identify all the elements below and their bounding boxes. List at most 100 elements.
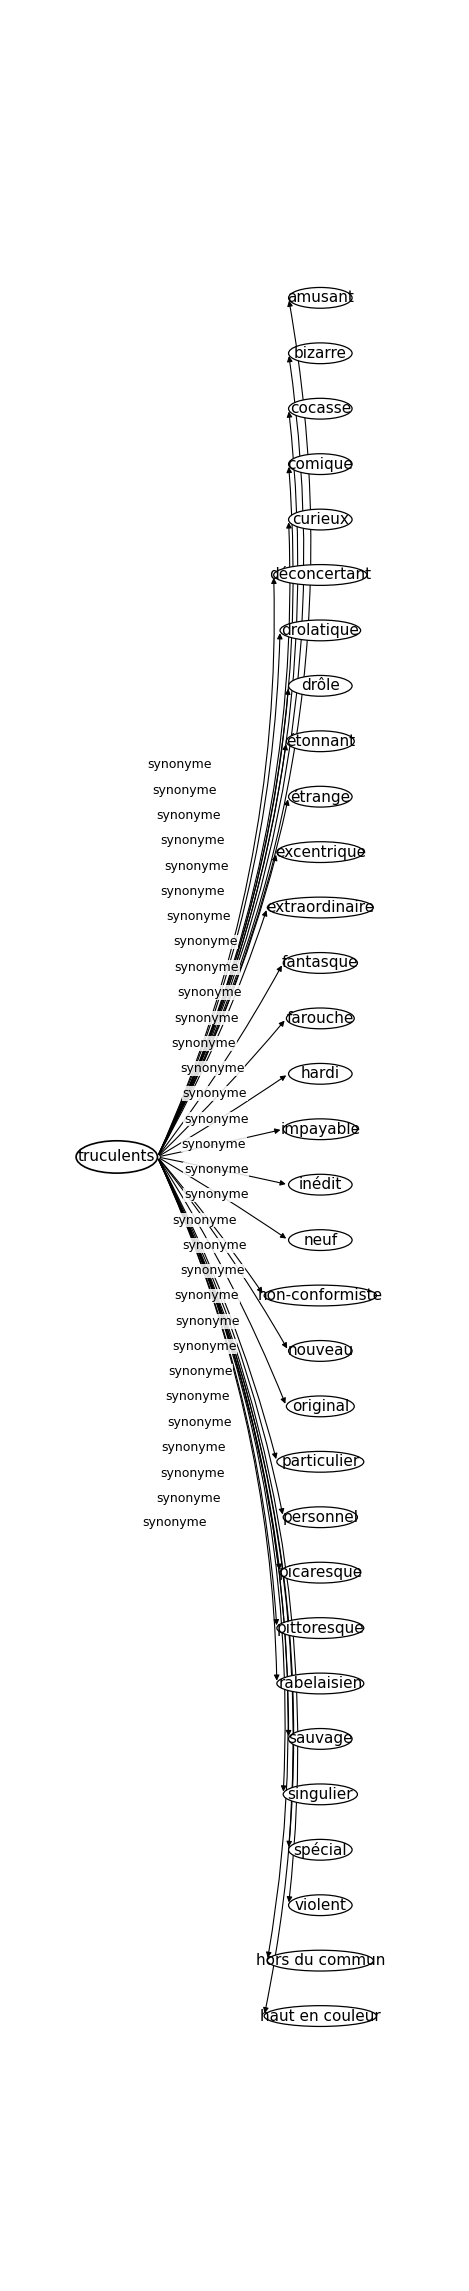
Text: nouveau: nouveau <box>287 1343 353 1359</box>
Ellipse shape <box>288 509 352 529</box>
FancyArrowPatch shape <box>159 580 276 1155</box>
FancyArrowPatch shape <box>159 302 311 1155</box>
Text: excentrique: excentrique <box>275 845 366 859</box>
Text: non-conformiste: non-conformiste <box>258 1288 383 1304</box>
Text: synonyme: synonyme <box>160 834 225 848</box>
Ellipse shape <box>288 1063 352 1084</box>
Text: synonyme: synonyme <box>173 935 238 948</box>
Text: hardi: hardi <box>301 1065 340 1081</box>
Text: drolatique: drolatique <box>281 623 359 637</box>
Text: impayable: impayable <box>280 1123 360 1136</box>
Ellipse shape <box>287 1395 354 1416</box>
Text: personnel: personnel <box>282 1510 358 1526</box>
FancyArrowPatch shape <box>159 967 281 1155</box>
Text: truculents: truculents <box>78 1150 156 1164</box>
FancyArrowPatch shape <box>159 357 304 1155</box>
Text: synonyme: synonyme <box>174 1290 239 1301</box>
Ellipse shape <box>267 1950 373 1970</box>
Text: synonyme: synonyme <box>182 1139 246 1150</box>
FancyArrowPatch shape <box>159 467 293 1155</box>
Text: picaresque: picaresque <box>278 1565 363 1581</box>
FancyArrowPatch shape <box>159 857 277 1155</box>
Ellipse shape <box>267 898 373 919</box>
Ellipse shape <box>288 286 352 309</box>
Text: synonyme: synonyme <box>184 1189 249 1200</box>
Text: synonyme: synonyme <box>152 784 217 797</box>
Text: synonyme: synonyme <box>157 809 221 822</box>
Text: particulier: particulier <box>281 1455 359 1469</box>
FancyArrowPatch shape <box>159 1159 284 1514</box>
Text: synonyme: synonyme <box>182 1088 247 1100</box>
Ellipse shape <box>288 786 352 806</box>
Text: synonyme: synonyme <box>162 1441 226 1455</box>
Ellipse shape <box>288 454 352 474</box>
FancyArrowPatch shape <box>159 912 267 1155</box>
Text: comique: comique <box>287 456 353 472</box>
Text: synonyme: synonyme <box>172 1214 237 1226</box>
Text: synonyme: synonyme <box>172 1340 236 1354</box>
Ellipse shape <box>288 1840 352 1860</box>
FancyArrowPatch shape <box>159 745 287 1155</box>
Ellipse shape <box>288 676 352 696</box>
Ellipse shape <box>277 1617 364 1638</box>
Ellipse shape <box>283 1118 357 1139</box>
FancyArrowPatch shape <box>159 1159 285 1402</box>
Ellipse shape <box>280 621 361 641</box>
FancyArrowPatch shape <box>160 1157 285 1184</box>
FancyArrowPatch shape <box>159 1159 281 1569</box>
FancyArrowPatch shape <box>159 1159 287 1347</box>
FancyArrowPatch shape <box>159 690 290 1155</box>
Text: synonyme: synonyme <box>174 960 239 974</box>
FancyArrowPatch shape <box>159 525 291 1155</box>
Ellipse shape <box>283 1785 357 1805</box>
FancyArrowPatch shape <box>159 1159 279 1679</box>
FancyArrowPatch shape <box>160 1077 285 1155</box>
Text: synonyme: synonyme <box>178 985 242 999</box>
Ellipse shape <box>288 1340 352 1361</box>
Text: synonyme: synonyme <box>165 1391 230 1404</box>
Ellipse shape <box>288 1230 352 1251</box>
Ellipse shape <box>264 1285 377 1306</box>
Ellipse shape <box>274 564 367 586</box>
Text: synonyme: synonyme <box>160 1466 225 1480</box>
Text: déconcertant: déconcertant <box>269 568 371 582</box>
Text: synonyme: synonyme <box>166 910 231 923</box>
Ellipse shape <box>288 1895 352 1915</box>
FancyArrowPatch shape <box>159 1022 284 1155</box>
Text: neuf: neuf <box>303 1233 337 1249</box>
FancyArrowPatch shape <box>159 1159 286 1789</box>
Ellipse shape <box>288 1727 352 1750</box>
Text: étonnant: étonnant <box>286 733 355 749</box>
Text: synonyme: synonyme <box>172 1038 236 1049</box>
Text: bizarre: bizarre <box>294 346 347 360</box>
Text: drôle: drôle <box>301 678 340 694</box>
Text: synonyme: synonyme <box>184 1113 249 1125</box>
FancyArrowPatch shape <box>159 1159 277 1457</box>
Ellipse shape <box>283 1507 357 1528</box>
Text: synonyme: synonyme <box>167 1416 232 1430</box>
Text: synonyme: synonyme <box>164 859 228 873</box>
Ellipse shape <box>264 2005 377 2028</box>
Ellipse shape <box>283 953 357 974</box>
Ellipse shape <box>288 399 352 419</box>
Text: violent: violent <box>295 1897 346 1913</box>
Ellipse shape <box>277 841 364 861</box>
Text: synonyme: synonyme <box>161 884 225 898</box>
Text: pittoresque: pittoresque <box>276 1620 364 1636</box>
FancyArrowPatch shape <box>160 1129 279 1157</box>
FancyArrowPatch shape <box>160 1159 285 1237</box>
Text: hors du commun: hors du commun <box>256 1954 385 1968</box>
Text: extraordinaire: extraordinaire <box>266 900 374 914</box>
Ellipse shape <box>287 731 354 751</box>
Text: inédit: inédit <box>299 1178 342 1191</box>
Text: synonyme: synonyme <box>175 1315 240 1329</box>
Text: synonyme: synonyme <box>157 1491 221 1505</box>
Text: rabelaisien: rabelaisien <box>278 1677 363 1691</box>
Ellipse shape <box>277 1672 364 1693</box>
FancyArrowPatch shape <box>159 1159 262 1292</box>
Text: haut en couleur: haut en couleur <box>260 2009 381 2023</box>
Text: amusant: amusant <box>287 291 354 305</box>
Text: synonyme: synonyme <box>180 1265 245 1278</box>
Text: farouche: farouche <box>287 1010 354 1026</box>
Ellipse shape <box>288 1175 352 1196</box>
